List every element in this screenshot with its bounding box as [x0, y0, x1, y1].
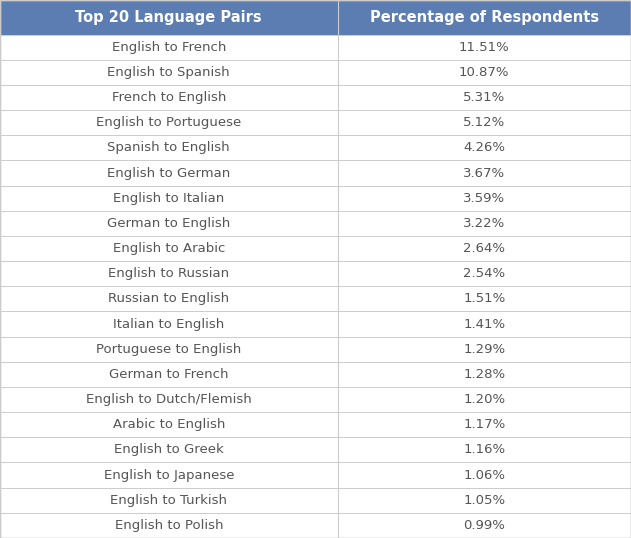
Text: 0.99%: 0.99%: [463, 519, 505, 532]
Text: English to German: English to German: [107, 167, 230, 180]
Text: 10.87%: 10.87%: [459, 66, 510, 79]
Text: English to Dutch/Flemish: English to Dutch/Flemish: [86, 393, 252, 406]
Text: 1.51%: 1.51%: [463, 292, 505, 306]
Text: Top 20 Language Pairs: Top 20 Language Pairs: [76, 10, 262, 25]
Text: 3.67%: 3.67%: [463, 167, 505, 180]
Text: French to English: French to English: [112, 91, 226, 104]
Bar: [0, 286, 631, 312]
Text: Arabic to English: Arabic to English: [112, 418, 225, 431]
Bar: [0, 312, 631, 337]
Bar: [0, 387, 631, 412]
Text: English to Polish: English to Polish: [115, 519, 223, 532]
Text: 1.20%: 1.20%: [463, 393, 505, 406]
Text: 1.29%: 1.29%: [463, 343, 505, 356]
Bar: [0, 437, 631, 463]
Bar: [0, 186, 631, 211]
Text: English to Arabic: English to Arabic: [112, 242, 225, 255]
Text: English to Turkish: English to Turkish: [110, 494, 227, 507]
Bar: [0, 362, 631, 387]
Bar: [0, 60, 631, 85]
Bar: [0, 236, 631, 261]
Bar: [0, 412, 631, 437]
Bar: [0, 110, 631, 135]
Text: 1.05%: 1.05%: [463, 494, 505, 507]
Text: 1.17%: 1.17%: [463, 418, 505, 431]
Bar: [0, 487, 631, 513]
Text: Portuguese to English: Portuguese to English: [96, 343, 242, 356]
Text: Percentage of Respondents: Percentage of Respondents: [370, 10, 599, 25]
Text: 2.54%: 2.54%: [463, 267, 505, 280]
Text: Italian to English: Italian to English: [113, 317, 225, 330]
Text: 5.12%: 5.12%: [463, 116, 505, 129]
Text: German to English: German to English: [107, 217, 230, 230]
Text: English to Greek: English to Greek: [114, 443, 223, 456]
Text: 11.51%: 11.51%: [459, 41, 510, 54]
Text: 1.41%: 1.41%: [463, 317, 505, 330]
Bar: [0, 261, 631, 286]
Text: 4.26%: 4.26%: [463, 141, 505, 154]
Bar: [0, 160, 631, 186]
Bar: [0, 135, 631, 160]
Bar: [0, 211, 631, 236]
Text: English to Portuguese: English to Portuguese: [96, 116, 242, 129]
Text: Russian to English: Russian to English: [109, 292, 229, 306]
Bar: [0, 0, 631, 34]
Text: 2.64%: 2.64%: [463, 242, 505, 255]
Text: English to Spanish: English to Spanish: [107, 66, 230, 79]
Text: 5.31%: 5.31%: [463, 91, 505, 104]
Text: 1.06%: 1.06%: [463, 469, 505, 482]
Text: English to French: English to French: [112, 41, 226, 54]
Text: English to Italian: English to Italian: [113, 192, 225, 204]
Bar: [0, 513, 631, 538]
Text: Spanish to English: Spanish to English: [107, 141, 230, 154]
Bar: [0, 85, 631, 110]
Bar: [0, 337, 631, 362]
Text: 3.22%: 3.22%: [463, 217, 505, 230]
Text: 1.16%: 1.16%: [463, 443, 505, 456]
Text: 1.28%: 1.28%: [463, 368, 505, 381]
Bar: [0, 463, 631, 487]
Bar: [0, 34, 631, 60]
Text: English to Japanese: English to Japanese: [103, 469, 234, 482]
Text: German to French: German to French: [109, 368, 228, 381]
Text: English to Russian: English to Russian: [109, 267, 229, 280]
Text: 3.59%: 3.59%: [463, 192, 505, 204]
